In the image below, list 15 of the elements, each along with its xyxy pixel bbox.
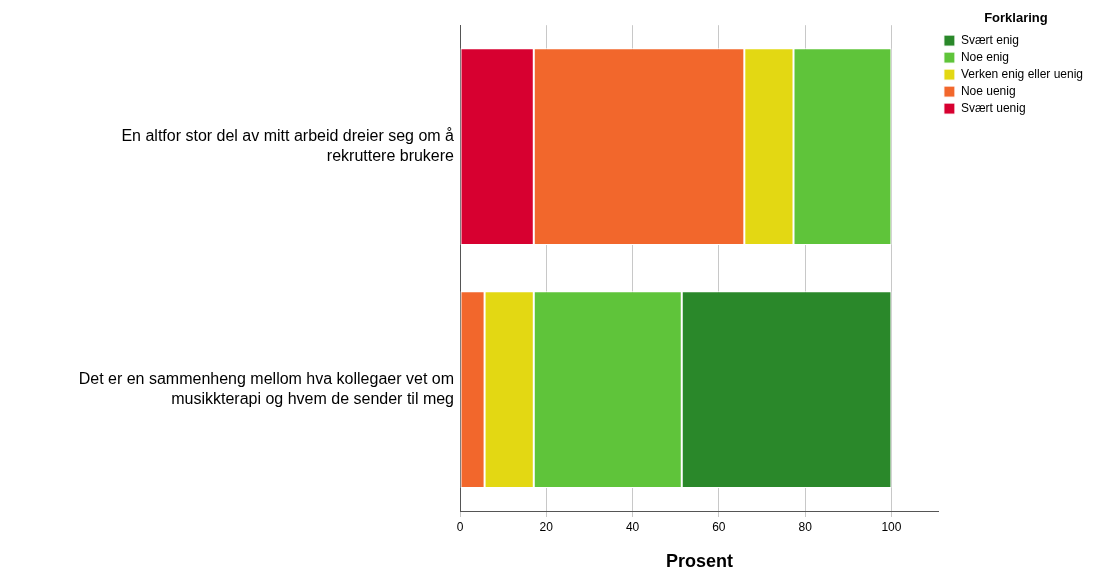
y-tick-label: Det er en sammenheng mellom hva kollegaer vet om musikkterapi og hvem de sender til meg xyxy=(78,370,454,407)
legend-label: Noe enig xyxy=(960,49,1009,64)
legend-label: Verken enig eller uenig xyxy=(960,66,1084,81)
x-tick-label: 20 xyxy=(539,519,554,534)
legend-label: Noe uenig xyxy=(960,83,1016,98)
legend-label: Svært enig xyxy=(960,32,1019,47)
x-tick-label: 40 xyxy=(625,519,640,534)
x-tick-label: 80 xyxy=(798,519,813,534)
legend-title: Forklaring xyxy=(984,10,1048,26)
y-tick-label: En altfor stor del av mitt arbeid dreier seg om å rekruttere brukere xyxy=(121,127,455,164)
legend-label: Svært uenig xyxy=(960,100,1026,115)
x-tick-label: 0 xyxy=(456,519,464,534)
x-axis-title: Prosent xyxy=(665,551,733,572)
x-tick-label: 100 xyxy=(881,519,902,534)
x-tick-label: 60 xyxy=(712,519,726,534)
